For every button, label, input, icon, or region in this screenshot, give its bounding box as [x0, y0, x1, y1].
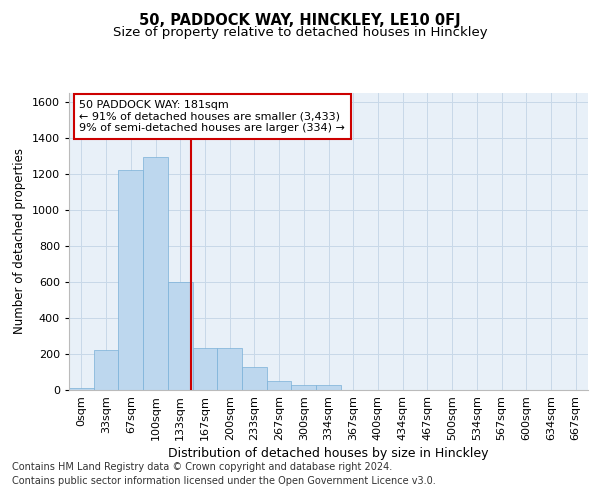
Bar — [267, 381, 292, 390]
Text: 50 PADDOCK WAY: 181sqm
← 91% of detached houses are smaller (3,433)
9% of semi-d: 50 PADDOCK WAY: 181sqm ← 91% of detached… — [79, 100, 345, 133]
Bar — [217, 348, 242, 390]
Y-axis label: Number of detached properties: Number of detached properties — [13, 148, 26, 334]
Bar — [292, 386, 316, 390]
Text: Contains public sector information licensed under the Open Government Licence v3: Contains public sector information licen… — [12, 476, 436, 486]
Bar — [242, 366, 267, 390]
Bar — [143, 158, 168, 390]
Bar — [69, 388, 94, 390]
Text: Contains HM Land Registry data © Crown copyright and database right 2024.: Contains HM Land Registry data © Crown c… — [12, 462, 392, 472]
Bar — [193, 348, 217, 390]
Text: 50, PADDOCK WAY, HINCKLEY, LE10 0FJ: 50, PADDOCK WAY, HINCKLEY, LE10 0FJ — [139, 12, 461, 28]
X-axis label: Distribution of detached houses by size in Hinckley: Distribution of detached houses by size … — [168, 447, 489, 460]
Text: Size of property relative to detached houses in Hinckley: Size of property relative to detached ho… — [113, 26, 487, 39]
Bar — [118, 170, 143, 390]
Bar — [168, 282, 193, 390]
Bar — [94, 350, 118, 390]
Bar — [316, 386, 341, 390]
